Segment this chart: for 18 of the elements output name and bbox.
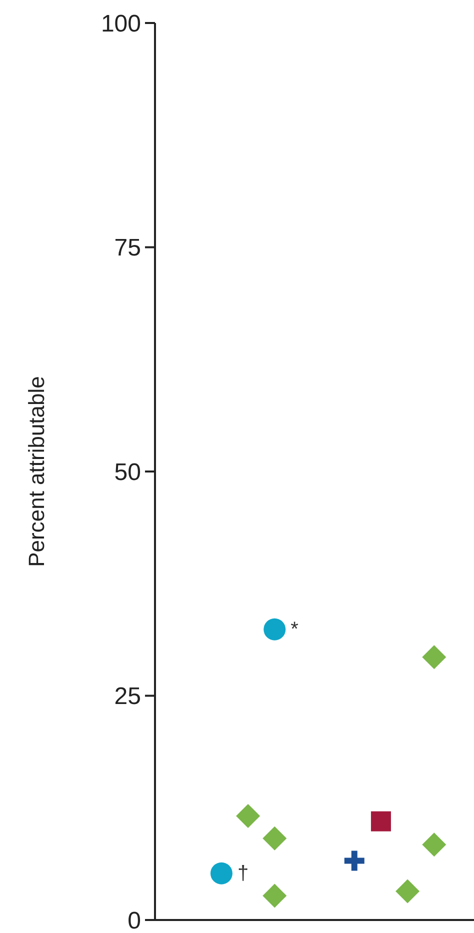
- point: [396, 879, 420, 904]
- y-tick-label: 100: [100, 10, 141, 38]
- point: [264, 618, 286, 640]
- y-tick-label: 50: [114, 458, 141, 486]
- point: [262, 826, 287, 850]
- y-tick-label: 0: [128, 907, 141, 933]
- point: [210, 862, 232, 884]
- point: [422, 645, 446, 670]
- point: [236, 804, 260, 828]
- point: [370, 811, 391, 832]
- y-tick-label: 25: [114, 683, 141, 710]
- point: [262, 884, 287, 908]
- y-axis-title: Percent attributable: [24, 376, 49, 567]
- y-tick-label: 75: [114, 234, 141, 262]
- point: [422, 832, 446, 857]
- annotation: †: [237, 862, 249, 884]
- point: [344, 850, 364, 871]
- annotation: *: [290, 618, 299, 640]
